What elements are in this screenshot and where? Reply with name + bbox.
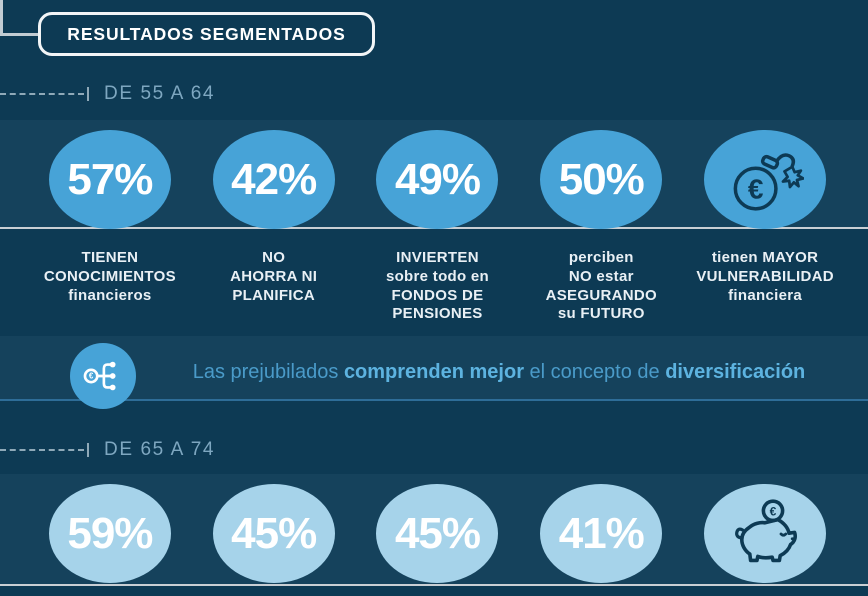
age-group-header-55-64: DE 55 A 64 (0, 83, 216, 104)
stat-bubble: 45% (376, 484, 499, 583)
piggy-bank-icon: € (725, 494, 805, 574)
dashed-line-endcap (87, 87, 89, 101)
dashed-line-endcap (87, 443, 89, 457)
banner-text-bold: diversificación (665, 361, 806, 383)
dashed-leader-line (0, 93, 84, 95)
stats-row-55-64: 57% 42% 49% 50% € (28, 130, 847, 229)
svg-text:€: € (770, 504, 777, 518)
stat-bubble: € (704, 130, 827, 229)
stat-value: 42% (231, 154, 317, 204)
divider-line-banner (0, 399, 868, 401)
stat-cell: € (683, 130, 847, 229)
stat-bubble: 41% (540, 484, 663, 583)
svg-text:€: € (748, 173, 764, 204)
title-connector-vertical (0, 0, 3, 36)
stat-cell: € (683, 484, 847, 583)
stat-label: tienen MAYOR VULNERABILIDAD financiera (696, 249, 834, 304)
stat-cell: TIENEN CONOCIMIENTOS financieros (28, 249, 192, 324)
stat-value: 49% (394, 154, 481, 204)
stat-value: 45% (231, 508, 317, 558)
stat-value: 41% (558, 508, 645, 558)
stat-cell: 45% (356, 484, 520, 583)
stat-value: 50% (558, 154, 645, 204)
banner-text-part: Las prejubilados (192, 361, 344, 383)
dashed-leader-line (0, 449, 84, 451)
age-group-label: DE 65 A 74 (104, 439, 216, 460)
svg-text:€: € (89, 372, 94, 381)
stat-bubble: 50% (540, 130, 663, 229)
stat-bubble: 59% (48, 484, 171, 583)
diversification-icon: € (70, 343, 136, 409)
stat-bubble: 49% (376, 130, 499, 229)
page-title: RESULTADOS SEGMENTADOS (67, 23, 346, 44)
stat-cell: 42% (192, 130, 356, 229)
stat-label: TIENEN CONOCIMIENTOS financieros (43, 249, 176, 304)
stat-label: NO AHORRA NI PLANIFICA (230, 249, 318, 304)
stat-bubble: 45% (212, 484, 335, 583)
stat-label: perciben NO estar ASEGURANDO su FUTURO (545, 249, 657, 323)
section-title-box: RESULTADOS SEGMENTADOS (38, 12, 375, 56)
title-connector-horizontal (0, 33, 40, 36)
banner-text-bold: comprenden mejor (343, 361, 524, 383)
stat-cell: 59% (28, 484, 192, 583)
stat-cell: NO AHORRA NI PLANIFICA (192, 249, 356, 324)
stats-row-65-74: 59% 45% 45% 41% € (28, 484, 847, 583)
stat-bubble: € (704, 484, 827, 583)
age-group-header-65-74: DE 65 A 74 (0, 439, 216, 460)
age-group-label: DE 55 A 64 (104, 83, 216, 104)
stats-labels-55-64: TIENEN CONOCIMIENTOS financieros NO AHOR… (28, 249, 847, 324)
stat-cell: 50% (519, 130, 683, 229)
stat-bubble: 42% (212, 130, 335, 229)
stat-cell: tienen MAYOR VULNERABILIDAD financiera (683, 249, 847, 324)
banner-text-part: el concepto de (523, 361, 666, 383)
stat-cell: 41% (519, 484, 683, 583)
euro-bomb-icon: € (726, 141, 805, 219)
stat-value: 57% (67, 154, 153, 204)
stat-cell: 57% (28, 130, 192, 229)
banner-insight-text: Las prejubilados comprenden mejor el con… (140, 360, 858, 384)
stat-bubble: 57% (48, 130, 171, 229)
stat-cell: 45% (192, 484, 356, 583)
banner-background-band (0, 336, 868, 400)
stat-label: INVIERTEN sobre todo en FONDOS DE PENSIO… (385, 249, 490, 323)
stat-cell: perciben NO estar ASEGURANDO su FUTURO (519, 249, 683, 324)
stat-cell: 49% (356, 130, 520, 229)
stat-value: 59% (67, 508, 153, 558)
divider-line-row2 (0, 584, 868, 586)
stat-value: 45% (394, 508, 481, 558)
stat-cell: INVIERTEN sobre todo en FONDOS DE PENSIO… (356, 249, 520, 324)
